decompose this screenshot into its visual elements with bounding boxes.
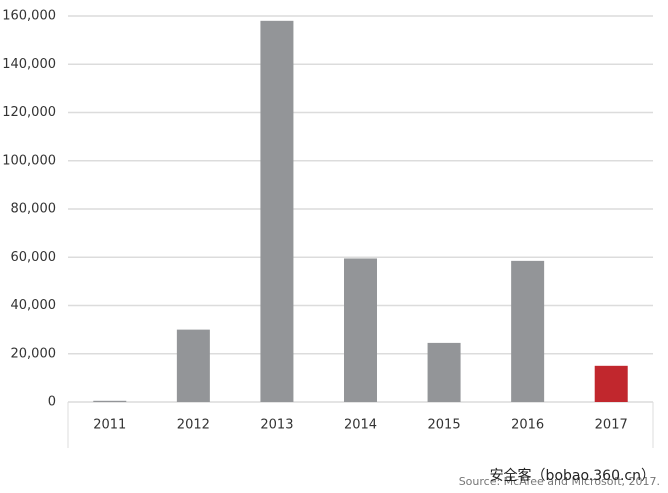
y-tick-label: 120,000: [2, 105, 56, 120]
x-tick-label: 2016: [511, 418, 544, 433]
bar: [511, 260, 545, 402]
y-tick-label: 0: [48, 395, 56, 410]
y-tick-label: 60,000: [11, 250, 57, 265]
x-tick-label: 2017: [595, 418, 628, 433]
bar: [260, 20, 294, 402]
x-tick-label: 2014: [344, 418, 377, 433]
bar: [93, 400, 127, 402]
y-tick-label: 100,000: [2, 153, 56, 168]
watermark: 安全客（bobao.360.cn）: [490, 467, 655, 484]
x-tick-label: 2013: [260, 418, 293, 433]
y-tick-label: 80,000: [11, 202, 57, 217]
y-tick-label: 40,000: [11, 298, 57, 313]
y-tick-label: 20,000: [11, 346, 57, 361]
bar: [344, 258, 377, 402]
x-tick-label: 2011: [93, 418, 126, 433]
y-tick-label: 160,000: [2, 9, 56, 24]
y-tick-label: 140,000: [2, 57, 56, 72]
bar: [594, 365, 628, 402]
bar: [427, 342, 461, 402]
source-note: Source: McAfee and Microsoft, 2017.: [459, 475, 660, 488]
bar: [176, 329, 210, 402]
x-tick-label: 2012: [177, 418, 210, 433]
x-tick-label: 2015: [428, 418, 461, 433]
